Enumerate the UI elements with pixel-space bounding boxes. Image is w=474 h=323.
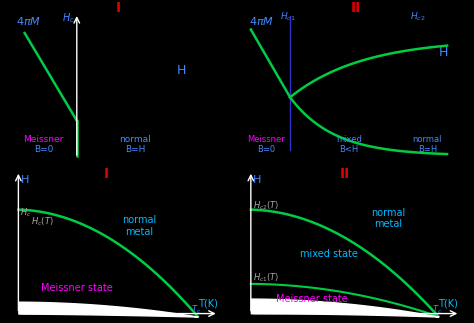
Text: B=H: B=H bbox=[418, 145, 437, 154]
Text: II: II bbox=[340, 167, 350, 181]
Text: normal
metal: normal metal bbox=[122, 215, 156, 237]
Text: Meissner state: Meissner state bbox=[276, 294, 348, 304]
Text: mixed state: mixed state bbox=[301, 249, 358, 259]
Text: mixed: mixed bbox=[336, 135, 362, 144]
Text: I: I bbox=[104, 167, 109, 181]
Text: $H_{c2}$: $H_{c2}$ bbox=[410, 10, 426, 23]
Text: $H_c$: $H_c$ bbox=[62, 11, 75, 25]
Text: T(K): T(K) bbox=[438, 298, 458, 308]
Text: B=0: B=0 bbox=[34, 145, 53, 154]
Text: $T_c$: $T_c$ bbox=[432, 303, 442, 316]
Text: Meissner: Meissner bbox=[23, 135, 64, 144]
Text: B<H: B<H bbox=[339, 145, 359, 154]
Text: H: H bbox=[20, 175, 29, 185]
Text: $4\pi M$: $4\pi M$ bbox=[249, 15, 273, 27]
Text: $T_c$: $T_c$ bbox=[191, 303, 202, 316]
Text: I: I bbox=[116, 1, 121, 15]
Text: $H_c$: $H_c$ bbox=[20, 206, 32, 219]
Text: Meissner state: Meissner state bbox=[41, 283, 113, 293]
Text: B=0: B=0 bbox=[257, 145, 275, 154]
Text: $H_{c1}$: $H_{c1}$ bbox=[280, 10, 296, 23]
Text: normal: normal bbox=[413, 135, 442, 144]
Text: Meissner: Meissner bbox=[247, 135, 285, 144]
Text: II: II bbox=[350, 1, 361, 15]
Text: normal: normal bbox=[119, 135, 151, 144]
Text: $4\pi M$: $4\pi M$ bbox=[16, 15, 41, 27]
Text: $H_c(T)$: $H_c(T)$ bbox=[31, 215, 54, 228]
Text: H: H bbox=[253, 175, 261, 185]
Text: H: H bbox=[438, 47, 448, 59]
Text: H: H bbox=[177, 64, 186, 77]
Text: $H_{c2}(T)$: $H_{c2}(T)$ bbox=[253, 199, 280, 212]
Text: normal
metal: normal metal bbox=[371, 208, 405, 229]
Text: B=H: B=H bbox=[125, 145, 146, 154]
Text: $H_{c1}(T)$: $H_{c1}(T)$ bbox=[253, 272, 280, 284]
Text: T(K): T(K) bbox=[198, 298, 218, 308]
